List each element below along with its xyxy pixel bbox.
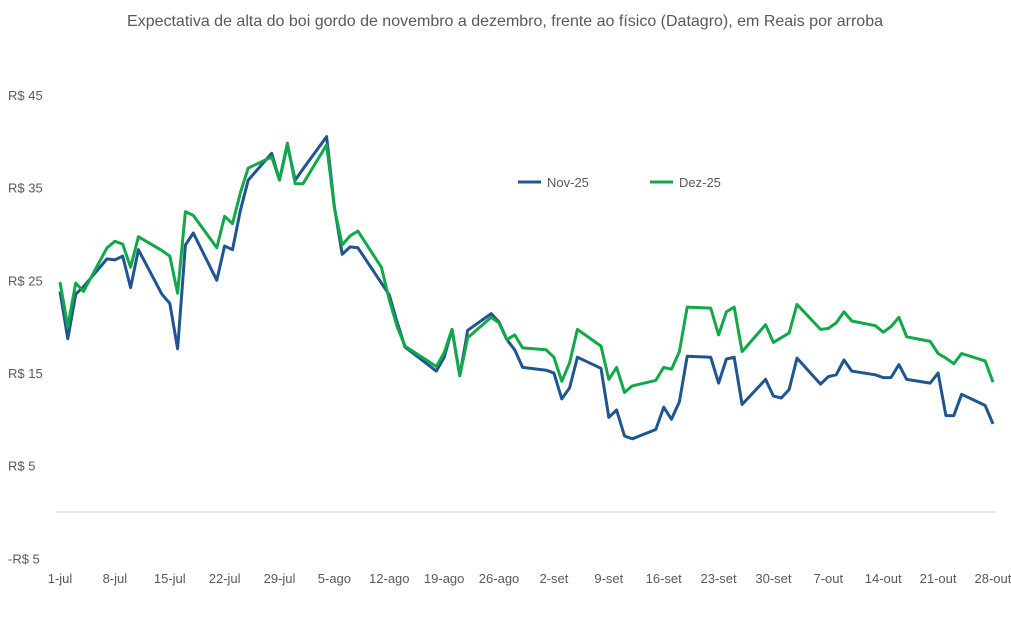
x-tick-label: 29-jul bbox=[264, 571, 296, 586]
legend-label-dez-25: Dez-25 bbox=[679, 175, 721, 190]
y-tick-label: -R$ 5 bbox=[8, 551, 40, 566]
x-tick-label: 22-jul bbox=[209, 571, 241, 586]
y-tick-label: R$ 35 bbox=[8, 181, 43, 196]
x-axis: 1-jul 8-jul 15-jul 22-jul 29-jul 5-ago 12-ago 1… bbox=[48, 571, 1011, 586]
x-tick-label: 1-jul bbox=[48, 571, 73, 586]
x-tick-label: 8-jul bbox=[103, 571, 128, 586]
y-tick-label: R$ 15 bbox=[8, 366, 43, 381]
series-line-dez-25 bbox=[58, 141, 995, 394]
y-tick-label: R$ 45 bbox=[8, 88, 43, 103]
y-axis: -R$ 5 R$ 5 R$ 15 R$ 25 R$ 35 R$ 45 bbox=[8, 88, 43, 566]
legend-label-nov-25: Nov-25 bbox=[547, 175, 589, 190]
x-tick-label: 7-out bbox=[813, 571, 843, 586]
plot-area bbox=[58, 135, 995, 441]
x-tick-label: 15-jul bbox=[154, 571, 186, 586]
x-tick-label: 9-set bbox=[594, 571, 623, 586]
x-tick-label: 12-ago bbox=[369, 571, 409, 586]
x-tick-label: 19-ago bbox=[424, 571, 464, 586]
x-tick-label: 5-ago bbox=[318, 571, 351, 586]
legend: Nov-25 Dez-25 bbox=[518, 175, 721, 190]
y-tick-label: R$ 25 bbox=[8, 273, 43, 288]
x-tick-label: 2-set bbox=[539, 571, 568, 586]
x-tick-label: 23-set bbox=[700, 571, 737, 586]
y-tick-label: R$ 5 bbox=[8, 459, 35, 474]
x-tick-label: 26-ago bbox=[479, 571, 519, 586]
x-tick-label: 21-out bbox=[920, 571, 957, 586]
x-tick-label: 30-set bbox=[755, 571, 792, 586]
x-tick-label: 14-out bbox=[865, 571, 902, 586]
x-tick-label: 16-set bbox=[646, 571, 683, 586]
chart-title: Expectativa de alta do boi gordo de nove… bbox=[127, 13, 883, 30]
x-tick-label: 28-out bbox=[975, 571, 1011, 586]
